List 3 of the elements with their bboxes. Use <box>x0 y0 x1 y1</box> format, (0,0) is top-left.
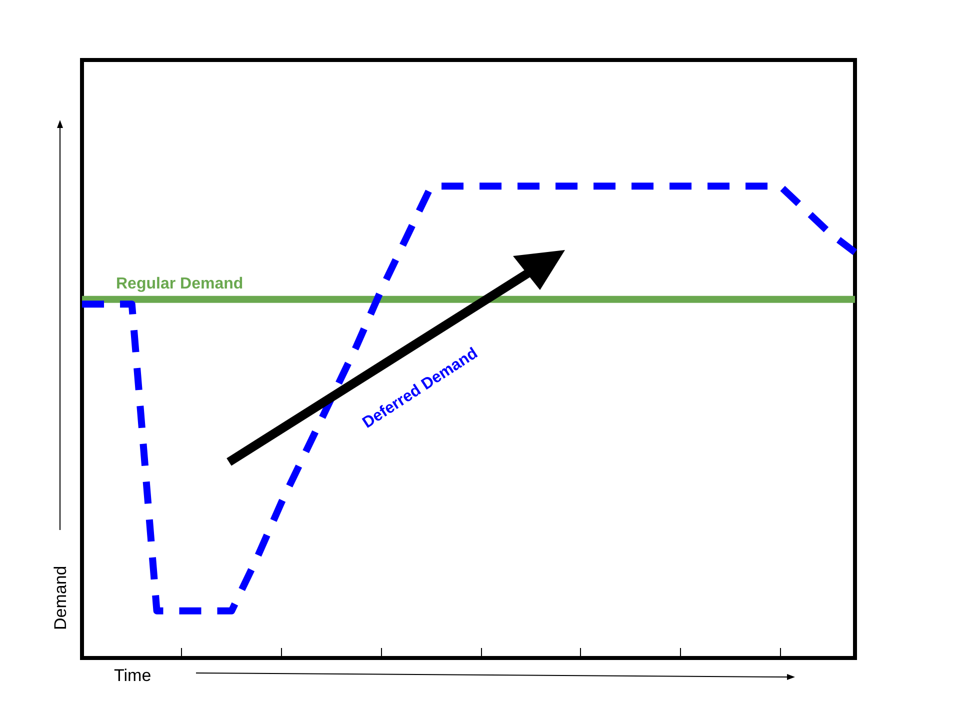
series-label: Regular Demand <box>116 276 244 292</box>
x-axis-title: Time <box>114 666 152 685</box>
y-axis-title: Demand <box>51 566 70 630</box>
